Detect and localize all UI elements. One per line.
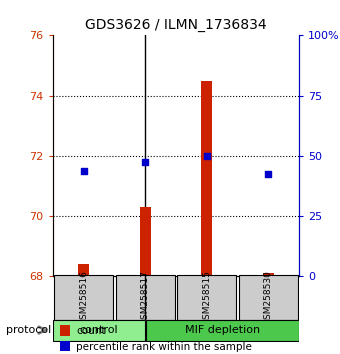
Bar [140, 207, 151, 276]
Point [266, 171, 271, 177]
FancyBboxPatch shape [116, 275, 175, 320]
FancyBboxPatch shape [54, 275, 113, 320]
Text: count: count [76, 326, 106, 336]
Title: GDS3626 / ILMN_1736834: GDS3626 / ILMN_1736834 [85, 18, 267, 32]
Bar [263, 273, 274, 276]
Point [204, 153, 209, 159]
Text: GSM258530: GSM258530 [264, 270, 273, 325]
Text: percentile rank within the sample: percentile rank within the sample [76, 342, 252, 352]
FancyBboxPatch shape [53, 320, 144, 341]
Bar [201, 80, 212, 276]
FancyBboxPatch shape [146, 320, 299, 341]
Text: control: control [80, 325, 118, 335]
FancyBboxPatch shape [239, 275, 298, 320]
Text: protocol: protocol [6, 325, 51, 335]
Bar [60, 341, 70, 351]
Point [81, 168, 86, 173]
Text: MIF depletion: MIF depletion [185, 325, 260, 335]
Bar [78, 264, 89, 276]
Text: GSM258517: GSM258517 [141, 270, 150, 325]
Point [142, 159, 148, 165]
Text: GSM258515: GSM258515 [202, 270, 211, 325]
Bar [60, 325, 70, 336]
Text: GSM258516: GSM258516 [79, 270, 88, 325]
FancyBboxPatch shape [177, 275, 236, 320]
